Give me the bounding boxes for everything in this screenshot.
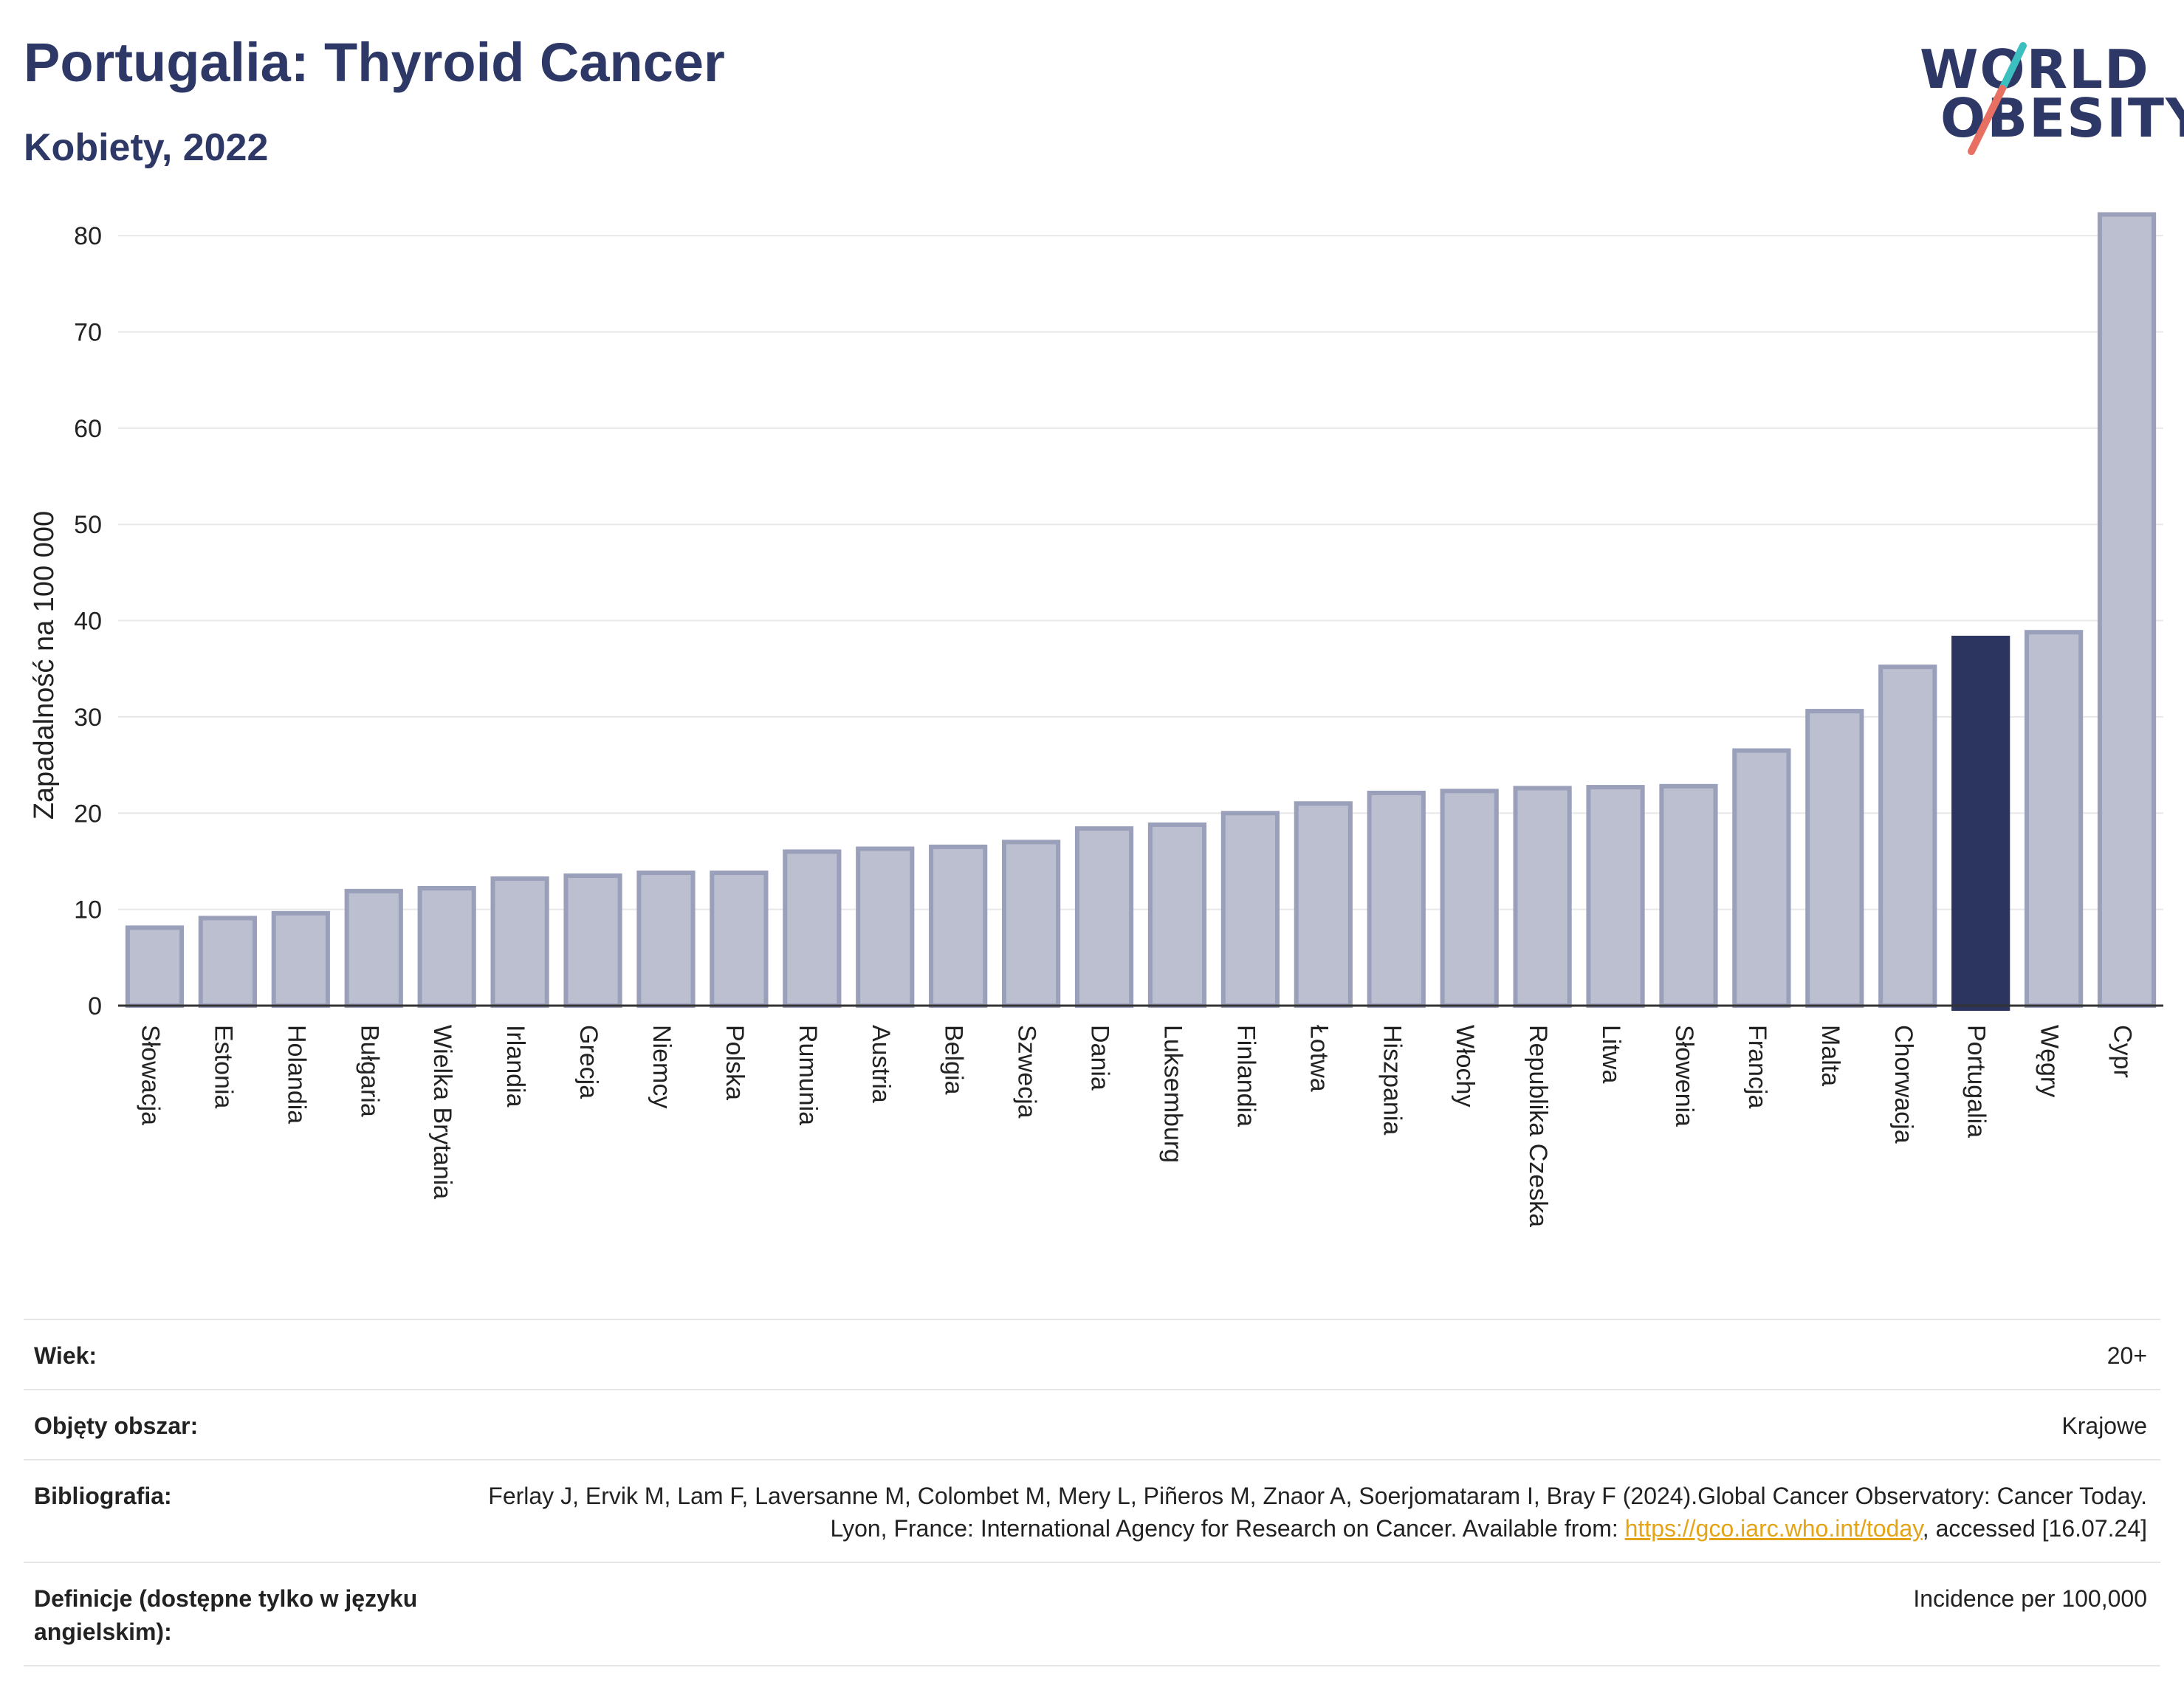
bar (344, 888, 403, 1008)
y-tick-labels: 0 10 20 30 40 50 60 70 80 (74, 222, 102, 1020)
x-tick-label: Chorwacja (1889, 1025, 1917, 1144)
y-tick-label: 30 (74, 704, 102, 732)
x-tick-label: Holandia (282, 1025, 310, 1124)
bar (490, 876, 549, 1009)
y-tick-label: 60 (74, 415, 102, 443)
y-tick-label: 0 (88, 992, 102, 1020)
info-key-coverage: Objęty obszar: (34, 1412, 199, 1439)
page-subtitle: Kobiety, 2022 (24, 126, 269, 169)
x-tick-label: Grecja (574, 1025, 602, 1099)
info-row-coverage: Objęty obszar: Krajowe (24, 1388, 2160, 1459)
x-tick-label: Bułgaria (355, 1025, 383, 1117)
x-tick-label: Słowacja (136, 1025, 164, 1125)
y-tick-label: 80 (74, 222, 102, 250)
info-row-bibliography: Bibliografia: Ferlay J, Ervik M, Lam F, … (24, 1458, 2160, 1562)
bar (1440, 789, 1499, 1009)
bar (125, 925, 185, 1008)
x-tick-label: Wielka Brytania (428, 1025, 456, 1199)
x-tick-label: Francja (1743, 1025, 1771, 1108)
x-tick-label: Polska (721, 1025, 749, 1100)
bar (1951, 636, 2010, 1011)
x-tick-label: Dania (1086, 1025, 1114, 1091)
logo-line-1: WORLD (1920, 38, 2150, 100)
bibliography-link[interactable]: https://gco.iarc.who.int/today (1624, 1515, 1923, 1542)
bar (1805, 709, 1864, 1009)
page-title: Portugalia: Thyroid Cancer (24, 32, 725, 93)
bar (783, 849, 842, 1008)
bar (1732, 748, 1791, 1008)
x-tick-label: Austria (867, 1025, 895, 1103)
y-tick-label: 20 (74, 800, 102, 828)
bar (1513, 786, 1572, 1008)
info-value-definitions: Incidence per 100,000 (1913, 1585, 2147, 1613)
info-key-age: Wiek: (34, 1342, 97, 1369)
bar (563, 873, 622, 1008)
y-tick-label: 10 (74, 896, 102, 924)
bars (125, 212, 2157, 1011)
bibliography-text: Ferlay J, Ervik M, Lam F, Laversanne M, … (488, 1482, 2147, 1542)
info-key-bibliography: Bibliografia: (34, 1482, 172, 1509)
bar (417, 885, 476, 1009)
x-tick-label: Cypr (2109, 1025, 2137, 1078)
x-tick-label: Słowenia (1670, 1025, 1698, 1127)
bar (2097, 212, 2157, 1008)
x-tick-label: Luksemburg (1158, 1025, 1187, 1163)
y-tick-label: 50 (74, 511, 102, 539)
bar (1074, 826, 1134, 1009)
bar (1294, 801, 1353, 1008)
bar (710, 871, 769, 1008)
grid-lines (118, 235, 2163, 910)
x-tick-label: Irlandia (501, 1025, 529, 1108)
x-tick-label: Łotwa (1305, 1025, 1333, 1092)
bar (1586, 785, 1645, 1008)
x-tick-label: Niemcy (648, 1025, 676, 1108)
bar (1147, 822, 1207, 1008)
bar (1002, 840, 1061, 1009)
x-tick-label: Hiszpania (1378, 1025, 1406, 1135)
bar (636, 871, 696, 1008)
x-tick-label: Malta (1816, 1025, 1844, 1086)
x-tick-label: Rumunia (794, 1025, 822, 1125)
x-tick-label: Szwecja (1013, 1025, 1041, 1119)
bar-chart: 0 10 20 30 40 50 60 70 80 Słowacja Estonia Holandi… (29, 212, 2163, 1227)
x-tick-label: Portugalia (1962, 1025, 1991, 1138)
info-row-age: Wiek: 20+ (24, 1319, 2160, 1389)
bar (198, 916, 257, 1009)
y-axis-label: Zapadalność na 100 000 (29, 511, 60, 820)
info-value-age: 20+ (2106, 1342, 2147, 1369)
bar (856, 846, 915, 1009)
x-tick-label: Litwa (1597, 1025, 1625, 1083)
y-tick-label: 70 (74, 318, 102, 346)
x-tick-label: Finlandia (1232, 1025, 1260, 1127)
world-obesity-logo: WORLD OBESITY (1920, 30, 2184, 162)
info-table: Wiek: 20+ Objęty obszar: Krajowe Bibliog… (24, 1319, 2160, 1666)
logo-slash-icon (1968, 42, 2027, 155)
info-key-definitions: Definicje (dostępne tylko w języku angie… (34, 1585, 418, 1645)
y-tick-label: 40 (74, 608, 102, 636)
x-tick-label: Republika Czeska (1524, 1025, 1552, 1227)
bibliography-suffix: , accessed [16.07.24] (1922, 1515, 2147, 1542)
bar (2025, 630, 2084, 1008)
x-tick-label: Węgry (2036, 1025, 2064, 1097)
info-value-coverage: Krajowe (2061, 1412, 2147, 1439)
x-tick-label: Estonia (209, 1025, 237, 1108)
info-value-bibliography: Ferlay J, Ervik M, Lam F, Laversanne M, … (486, 1480, 2147, 1546)
bar (1367, 790, 1426, 1008)
bar (1659, 783, 1718, 1008)
x-tick-label: Włochy (1451, 1025, 1479, 1107)
bar (1878, 665, 1937, 1008)
bar (929, 844, 988, 1009)
x-tick-label: Belgia (940, 1025, 968, 1095)
x-tick-labels: Słowacja Estonia Holandia Bułgaria Wielka Br… (136, 1025, 2136, 1227)
bar (1220, 811, 1280, 1008)
bar (271, 910, 330, 1009)
info-row-definitions: Definicje (dostępne tylko w języku angie… (24, 1562, 2160, 1666)
